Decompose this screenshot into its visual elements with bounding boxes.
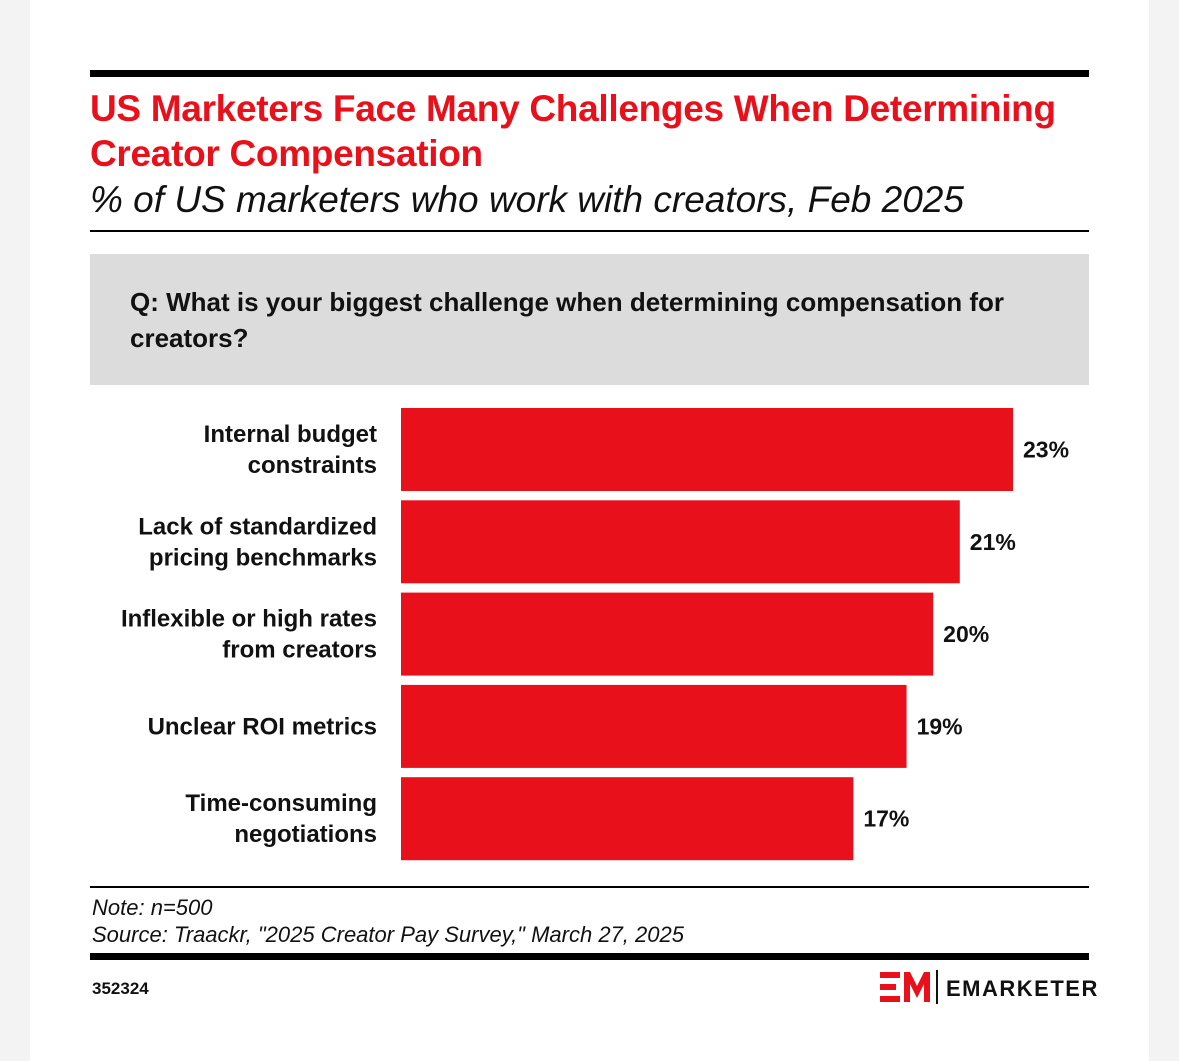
bar-5 — [401, 777, 854, 861]
bar-3 — [401, 592, 934, 676]
chart-card: US Marketers Face Many Challenges When D… — [30, 0, 1149, 1061]
note-rule — [90, 886, 1089, 888]
chart-id: 352324 — [92, 979, 149, 998]
em-logo-icon — [880, 972, 930, 1002]
logo-divider — [936, 970, 938, 1004]
question-box: Q: What is your biggest challenge when d… — [90, 254, 1089, 385]
value-label: 17% — [863, 806, 909, 832]
category-label: Unclear ROI metrics — [148, 713, 377, 740]
bottom-rule — [90, 953, 1089, 960]
chart-title: US Marketers Face Many Challenges When D… — [90, 88, 1056, 174]
category-label: Lack of standardized pricing benchmarks — [138, 513, 377, 571]
chart-source: Source: Traackr, "2025 Creator Pay Surve… — [92, 922, 684, 947]
category-label: Time-consuming negotiations — [185, 790, 377, 848]
bar-1 — [401, 408, 1013, 491]
category-label: Internal budget constraints — [204, 421, 377, 479]
value-label: 19% — [917, 713, 963, 739]
title-rule — [90, 230, 1089, 232]
logo-wordmark: EMARKETER — [946, 976, 1099, 1001]
survey-question: Q: What is your biggest challenge when d… — [130, 287, 1004, 353]
top-rule — [90, 70, 1089, 77]
value-label: 20% — [943, 621, 989, 647]
value-label: 21% — [970, 529, 1016, 555]
chart-subtitle: % of US marketers who work with creators… — [90, 179, 964, 220]
bar-2 — [401, 500, 960, 584]
category-label: Inflexible or high rates from creators — [121, 606, 377, 664]
chart-note: Note: n=500 — [92, 895, 213, 920]
value-label: 23% — [1023, 437, 1069, 463]
bar-4 — [401, 684, 907, 768]
